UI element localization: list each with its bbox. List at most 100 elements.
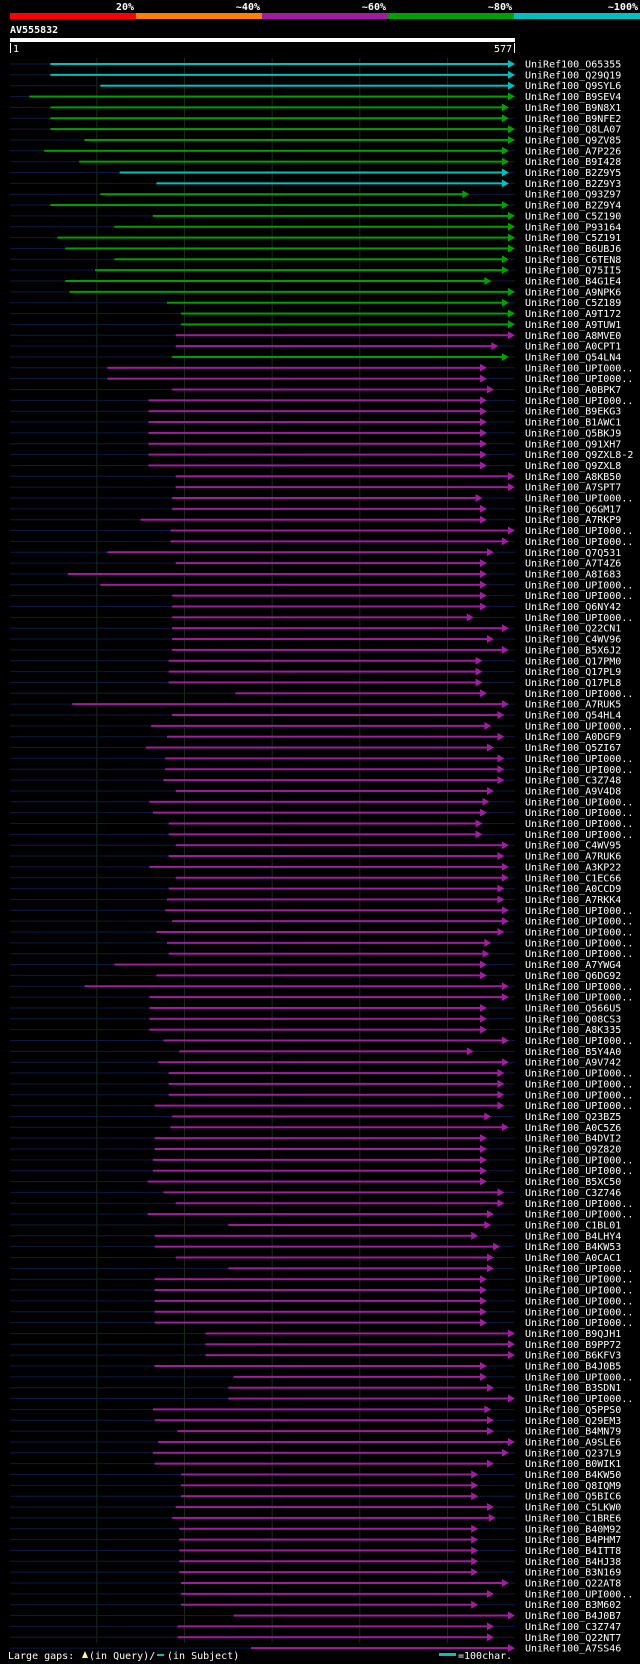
hit-name-link[interactable]: UniRef100_C5Z190 <box>525 211 621 222</box>
hit-name-link[interactable]: UniRef100_B2Z9Y5 <box>525 168 621 179</box>
hit-name-link[interactable]: UniRef100_Q29EM3 <box>525 1416 621 1427</box>
hit-name-link[interactable]: UniRef100_UPI000.. <box>525 1264 633 1275</box>
hit-name-link[interactable]: UniRef100_UPI000.. <box>525 1318 633 1329</box>
hit-name-link[interactable]: UniRef100_B3M602 <box>525 1600 621 1611</box>
hit-name-link[interactable]: UniRef100_UPI000.. <box>525 830 633 841</box>
hit-name-link[interactable]: UniRef100_C4WV95 <box>525 841 621 852</box>
hit-name-link[interactable]: UniRef100_UPI000.. <box>525 819 633 830</box>
hit-name-link[interactable]: UniRef100_B4J0B5 <box>525 1362 621 1373</box>
hit-name-link[interactable]: UniRef100_Q5BIC6 <box>525 1492 621 1503</box>
hit-name-link[interactable]: UniRef100_B40M92 <box>525 1524 621 1535</box>
hit-name-link[interactable]: UniRef100_B6KFV3 <box>525 1351 621 1362</box>
hit-name-link[interactable]: UniRef100_B4MN79 <box>525 1427 621 1438</box>
hit-name-link[interactable]: UniRef100_UPI000.. <box>525 906 633 917</box>
hit-name-link[interactable]: UniRef100_Q22AT8 <box>525 1579 621 1590</box>
hit-name-link[interactable]: UniRef100_A8MVE0 <box>525 331 621 342</box>
hit-name-link[interactable]: UniRef100_UPI000.. <box>525 1275 633 1286</box>
hit-name-link[interactable]: UniRef100_Q08CS3 <box>525 1014 621 1025</box>
hit-name-link[interactable]: UniRef100_Q9SYL6 <box>525 81 621 92</box>
hit-name-link[interactable]: UniRef100_Q9ZXL8-2 <box>525 450 633 461</box>
hit-name-link[interactable]: UniRef100_A8KB50 <box>525 472 621 483</box>
hit-name-link[interactable]: UniRef100_Q93Z97 <box>525 190 621 201</box>
hit-name-link[interactable]: UniRef100_B4DVI2 <box>525 1134 621 1145</box>
hit-name-link[interactable]: UniRef100_UPI000.. <box>525 1589 633 1600</box>
hit-name-link[interactable]: UniRef100_B9PP72 <box>525 1340 621 1351</box>
hit-name-link[interactable]: UniRef100_Q9ZV85 <box>525 135 621 146</box>
hit-name-link[interactable]: UniRef100_C3Z748 <box>525 776 621 787</box>
hit-name-link[interactable]: UniRef100_Q29Q19 <box>525 70 621 81</box>
hit-name-link[interactable]: UniRef100_Q8LA07 <box>525 125 621 136</box>
hit-name-link[interactable]: UniRef100_B3SDN1 <box>525 1383 621 1394</box>
hit-name-link[interactable]: UniRef100_O65355 <box>525 60 621 71</box>
hit-name-link[interactable]: UniRef100_B4LHY4 <box>525 1231 621 1242</box>
hit-name-link[interactable]: UniRef100_C6TEN8 <box>525 255 621 266</box>
hit-name-link[interactable]: UniRef100_UPI000.. <box>525 1090 633 1101</box>
hit-name-link[interactable]: UniRef100_Q9ZXL8 <box>525 461 621 472</box>
hit-name-link[interactable]: UniRef100_Q566U5 <box>525 1003 621 1014</box>
hit-name-link[interactable]: UniRef100_B2Z9Y3 <box>525 179 621 190</box>
hit-name-link[interactable]: UniRef100_B4KW50 <box>525 1470 621 1481</box>
hit-name-link[interactable]: UniRef100_B6UBJ6 <box>525 244 621 255</box>
hit-name-link[interactable]: UniRef100_UPI000.. <box>525 526 633 537</box>
hit-name-link[interactable]: UniRef100_Q23BZ5 <box>525 1112 621 1123</box>
hit-name-link[interactable]: UniRef100_Q22CN1 <box>525 624 621 635</box>
hit-name-link[interactable]: UniRef100_B5Y4A0 <box>525 1047 621 1058</box>
hit-name-link[interactable]: UniRef100_C3Z747 <box>525 1622 621 1633</box>
hit-name-link[interactable]: UniRef100_Q6NY42 <box>525 602 621 613</box>
hit-name-link[interactable]: UniRef100_A7RKK4 <box>525 895 621 906</box>
hit-name-link[interactable]: UniRef100_UPI000.. <box>525 808 633 819</box>
hit-name-link[interactable]: UniRef100_UPI000.. <box>525 721 633 732</box>
hit-name-link[interactable]: UniRef100_UPI000.. <box>525 537 633 548</box>
hit-name-link[interactable]: UniRef100_UPI000.. <box>525 1286 633 1297</box>
hit-name-link[interactable]: UniRef100_UPI000.. <box>525 396 633 407</box>
hit-name-link[interactable]: UniRef100_C1BRE6 <box>525 1513 621 1524</box>
hit-name-link[interactable]: UniRef100_UPI000.. <box>525 374 633 385</box>
hit-name-link[interactable]: UniRef100_B4J0B7 <box>525 1611 621 1622</box>
hit-name-link[interactable]: UniRef100_Q237L9 <box>525 1448 621 1459</box>
hit-name-link[interactable]: UniRef100_B4G1E4 <box>525 277 621 288</box>
hit-name-link[interactable]: UniRef100_A7RUK5 <box>525 700 621 711</box>
hit-name-link[interactable]: UniRef100_B9N8X1 <box>525 103 621 114</box>
hit-name-link[interactable]: UniRef100_Q17PL9 <box>525 667 621 678</box>
hit-name-link[interactable]: UniRef100_UPI000.. <box>525 1069 633 1080</box>
hit-name-link[interactable]: UniRef100_UPI000.. <box>525 591 633 602</box>
hit-name-link[interactable]: UniRef100_A0BPK7 <box>525 385 621 396</box>
hit-name-link[interactable]: UniRef100_UPI000.. <box>525 613 633 624</box>
hit-name-link[interactable]: UniRef100_UPI000.. <box>525 1166 633 1177</box>
hit-name-link[interactable]: UniRef100_UPI000.. <box>525 494 633 505</box>
hit-name-link[interactable]: UniRef100_UPI000.. <box>525 1079 633 1090</box>
hit-name-link[interactable]: UniRef100_A3KP22 <box>525 862 621 873</box>
hit-name-link[interactable]: UniRef100_Q5BKJ9 <box>525 428 621 439</box>
hit-name-link[interactable]: UniRef100_Q17PM0 <box>525 656 621 667</box>
hit-name-link[interactable]: UniRef100_Q22NT7 <box>525 1633 621 1644</box>
hit-name-link[interactable]: UniRef100_Q91XH7 <box>525 439 621 450</box>
hit-name-link[interactable]: UniRef100_Q5PPS0 <box>525 1405 621 1416</box>
hit-name-link[interactable]: UniRef100_A7SS46 <box>525 1644 621 1655</box>
hit-name-link[interactable]: UniRef100_UPI000.. <box>525 1394 633 1405</box>
hit-name-link[interactable]: UniRef100_A8K335 <box>525 1025 621 1036</box>
hit-name-link[interactable]: UniRef100_B5XC50 <box>525 1177 621 1188</box>
hit-name-link[interactable]: UniRef100_B5X6J2 <box>525 645 621 656</box>
hit-name-link[interactable]: UniRef100_B9I428 <box>525 157 621 168</box>
hit-name-link[interactable]: UniRef100_UPI000.. <box>525 1307 633 1318</box>
hit-name-link[interactable]: UniRef100_UPI000.. <box>525 1101 633 1112</box>
hit-name-link[interactable]: UniRef100_UPI000.. <box>525 938 633 949</box>
hit-name-link[interactable]: UniRef100_A0DGF9 <box>525 732 621 743</box>
hit-name-link[interactable]: UniRef100_C1BL01 <box>525 1220 621 1231</box>
hit-name-link[interactable]: UniRef100_A8I683 <box>525 569 621 580</box>
hit-name-link[interactable]: UniRef100_A0CCD9 <box>525 884 621 895</box>
hit-name-link[interactable]: UniRef100_UPI000.. <box>525 1210 633 1221</box>
hit-name-link[interactable]: UniRef100_C1EC66 <box>525 873 621 884</box>
hit-name-link[interactable]: UniRef100_A9NPK6 <box>525 287 621 298</box>
hit-name-link[interactable]: UniRef100_UPI000.. <box>525 689 633 700</box>
hit-name-link[interactable]: UniRef100_A9V742 <box>525 1058 621 1069</box>
hit-name-link[interactable]: UniRef100_UPI000.. <box>525 363 633 374</box>
hit-name-link[interactable]: UniRef100_A0CPT1 <box>525 342 621 353</box>
hit-name-link[interactable]: UniRef100_Q7Q531 <box>525 548 621 559</box>
hit-name-link[interactable]: UniRef100_B4PHM7 <box>525 1535 621 1546</box>
hit-name-link[interactable]: UniRef100_A7YWG4 <box>525 960 621 971</box>
hit-name-link[interactable]: UniRef100_UPI000.. <box>525 765 633 776</box>
hit-name-link[interactable]: UniRef100_B9SEV4 <box>525 92 621 103</box>
hit-name-link[interactable]: UniRef100_A7SPT7 <box>525 483 621 494</box>
hit-name-link[interactable]: UniRef100_UPI000.. <box>525 797 633 808</box>
